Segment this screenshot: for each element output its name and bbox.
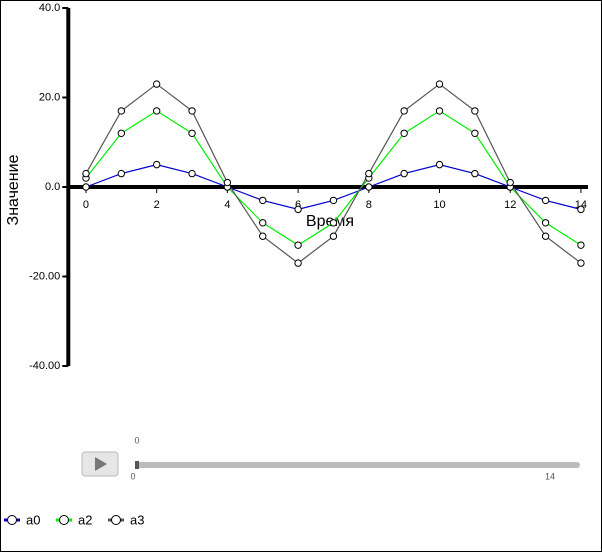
data-point — [152, 160, 161, 169]
data-point — [577, 259, 585, 267]
data-point — [365, 183, 373, 191]
data-point — [400, 107, 408, 115]
data-point — [117, 169, 126, 178]
play-button[interactable] — [81, 451, 119, 477]
slider-value-label: 0 — [134, 435, 139, 445]
y-tick-label: 20.0 — [39, 91, 60, 103]
x-tick-label: 4 — [224, 199, 230, 211]
x-tick-label: 0 — [83, 199, 89, 211]
data-point — [365, 169, 373, 178]
slider-min-label: 0 — [130, 471, 135, 481]
legend-label[interactable]: a0 — [26, 512, 40, 527]
data-point — [329, 232, 338, 240]
data-point — [259, 232, 267, 240]
data-point — [152, 80, 161, 88]
data-point — [577, 205, 585, 214]
data-point — [471, 129, 479, 138]
data-point — [188, 169, 196, 178]
data-point — [259, 219, 267, 227]
data-point — [294, 205, 302, 214]
data-point — [541, 232, 550, 240]
x-tick-label: 10 — [433, 199, 445, 211]
y-tick-label: 40.0 — [39, 2, 60, 14]
data-point — [435, 160, 444, 169]
y-tick-label: 0.0 — [45, 181, 60, 193]
data-point — [117, 129, 126, 138]
legend-marker[interactable] — [111, 515, 121, 525]
data-point — [294, 259, 302, 267]
data-point — [188, 129, 196, 138]
y-tick-label: -40.00 — [29, 360, 60, 372]
legend-marker[interactable] — [59, 515, 69, 525]
legend-label[interactable]: a3 — [130, 512, 144, 527]
data-point — [577, 241, 585, 249]
legend-label[interactable]: a2 — [78, 512, 92, 527]
data-point — [188, 107, 196, 115]
data-point — [259, 196, 267, 205]
data-point — [400, 169, 408, 178]
y-axis-title: Значение — [5, 154, 22, 225]
data-point — [541, 196, 550, 205]
play-icon — [95, 457, 107, 471]
data-point — [329, 219, 338, 227]
data-point — [435, 80, 444, 88]
data-point — [117, 107, 126, 115]
data-point — [294, 241, 302, 249]
slider-max-label: 14 — [545, 471, 555, 481]
x-tick-label: 12 — [504, 199, 516, 211]
data-point — [471, 169, 479, 178]
data-point — [82, 183, 90, 191]
slider-handle[interactable] — [135, 461, 139, 469]
data-point — [435, 107, 444, 115]
data-point — [329, 196, 338, 205]
data-point — [506, 178, 514, 187]
x-tick-label: 8 — [366, 199, 372, 211]
x-tick-label: 6 — [295, 199, 301, 211]
data-point — [541, 219, 550, 227]
data-point — [471, 107, 479, 115]
slider-track[interactable] — [135, 462, 580, 468]
data-point — [82, 169, 90, 178]
legend-marker[interactable] — [7, 515, 17, 525]
data-point — [400, 129, 408, 138]
data-point — [223, 178, 232, 187]
data-point — [152, 107, 161, 115]
x-tick-label: 2 — [154, 199, 160, 211]
y-tick-label: -20.00 — [29, 270, 60, 282]
